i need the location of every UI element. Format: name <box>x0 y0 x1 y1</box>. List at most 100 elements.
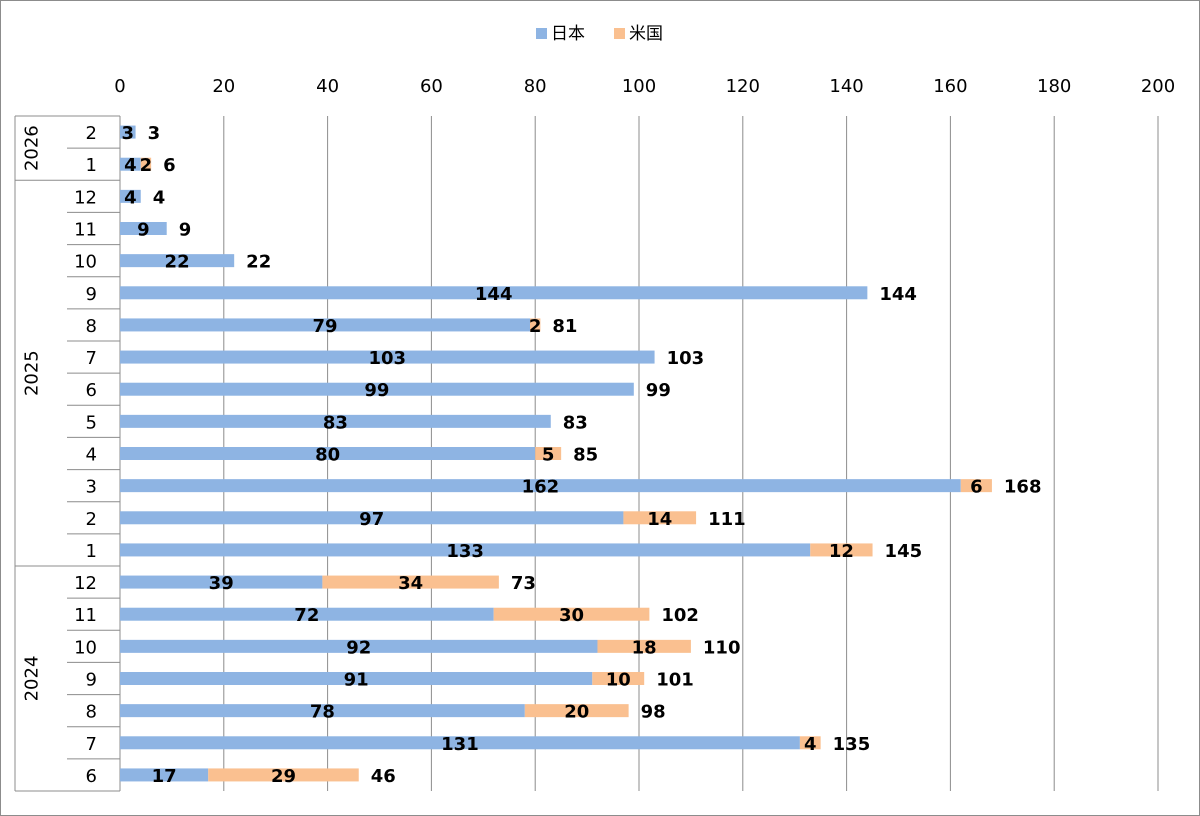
month-label: 9 <box>86 284 97 305</box>
data-label-usa: 30 <box>559 605 584 626</box>
bar-segment-japan <box>120 639 598 653</box>
data-label-total: 145 <box>885 541 923 562</box>
x-tick-label-160: 160 <box>933 76 967 97</box>
data-label-total: 3 <box>148 123 161 144</box>
bar-segment-japan <box>120 575 323 589</box>
x-tick-label-200: 200 <box>1141 76 1175 97</box>
data-label-japan: 39 <box>209 573 234 594</box>
bar-segment-japan <box>120 286 868 300</box>
data-label-usa: 2 <box>529 316 542 337</box>
legend-swatch-0 <box>536 28 547 39</box>
bar-segment-usa <box>530 318 541 332</box>
bar-segment-usa <box>799 736 821 750</box>
data-label-total: 144 <box>879 284 917 305</box>
data-label-japan: 162 <box>522 477 560 498</box>
legend-label-1: 米国 <box>629 24 663 44</box>
x-tick-label-80: 80 <box>524 76 547 97</box>
bar-segment-japan <box>120 607 494 621</box>
data-label-japan: 80 <box>315 445 340 466</box>
legend: 日本 米国 <box>536 24 663 44</box>
month-label: 5 <box>86 412 97 433</box>
data-label-total: 6 <box>163 155 176 176</box>
data-label-usa: 18 <box>632 637 657 658</box>
month-label: 10 <box>74 252 97 273</box>
axes: 0 20 40 60 80 100 120 140 160 180 2002120261211109… <box>14 76 1175 792</box>
month-label: 2 <box>86 123 97 144</box>
month-label: 11 <box>74 605 97 626</box>
bar-segment-japan <box>120 222 167 235</box>
bar-segment-japan <box>120 479 961 493</box>
year-label-2026: 2026 <box>21 125 42 171</box>
x-tick-label-180: 180 <box>1037 76 1071 97</box>
data-label-japan: 99 <box>364 380 389 401</box>
data-label-usa: 2 <box>140 155 153 176</box>
x-tick-label-60: 60 <box>420 76 443 97</box>
data-label-total: 46 <box>371 766 396 787</box>
month-label: 12 <box>74 187 97 208</box>
x-tick-label-120: 120 <box>726 76 760 97</box>
x-tick-label-140: 140 <box>829 76 863 97</box>
data-label-total: 103 <box>667 348 705 369</box>
data-label-total: 102 <box>661 605 699 626</box>
data-label-total: 83 <box>563 412 588 433</box>
year-label-2025: 2025 <box>21 350 42 396</box>
data-label-japan: 133 <box>446 541 484 562</box>
bar-segment-usa <box>322 575 499 589</box>
x-tick-label-100: 100 <box>622 76 656 97</box>
bar-segment-japan <box>120 254 235 268</box>
data-label-usa: 12 <box>829 541 854 562</box>
bar-segment-japan <box>120 768 209 782</box>
bar-segment-usa <box>810 543 873 557</box>
month-label: 6 <box>86 766 97 787</box>
bar-segment-japan <box>120 736 800 750</box>
data-label-total: 111 <box>708 509 746 530</box>
bar-segment-usa <box>208 768 359 782</box>
data-label-usa: 6 <box>970 477 983 498</box>
month-label: 1 <box>86 541 97 562</box>
month-label: 10 <box>74 637 97 658</box>
bar-segment-usa <box>960 479 992 493</box>
bar-segment-japan <box>120 704 525 718</box>
data-label-total: 81 <box>552 316 577 337</box>
bar-segment-usa <box>535 447 562 460</box>
data-label-total: 98 <box>641 702 666 723</box>
bar-segment-usa <box>592 672 645 685</box>
legend-swatch-1 <box>614 28 625 39</box>
month-label: 7 <box>86 348 97 369</box>
data-label-usa: 10 <box>606 670 631 691</box>
data-label-usa: 29 <box>271 766 296 787</box>
bar-segment-usa <box>623 511 697 525</box>
data-label-total: 22 <box>246 252 271 273</box>
data-label-usa: 5 <box>542 445 555 466</box>
data-label-japan: 97 <box>359 509 384 530</box>
bar-segment-usa <box>493 607 650 621</box>
data-label-japan: 4 <box>124 187 137 208</box>
bar-segment-usa <box>597 639 691 653</box>
month-label: 7 <box>86 734 97 755</box>
bar-segment-japan <box>120 189 141 203</box>
data-label-total: 9 <box>179 220 192 241</box>
data-label-japan: 17 <box>152 766 177 787</box>
data-label-usa: 20 <box>564 702 589 723</box>
month-label: 12 <box>74 573 97 594</box>
month-label: 8 <box>86 316 97 337</box>
data-label-usa: 4 <box>804 734 817 755</box>
data-label-japan: 131 <box>441 734 479 755</box>
data-label-japan: 4 <box>124 155 137 176</box>
bar-segment-japan <box>120 511 624 525</box>
month-label: 4 <box>86 445 97 466</box>
bar-segment-japan <box>120 543 811 557</box>
month-label: 3 <box>86 477 97 498</box>
data-label-japan: 3 <box>122 123 135 144</box>
bar-segment-usa <box>140 157 152 171</box>
data-label-total: 73 <box>511 573 536 594</box>
bar-segment-japan <box>120 125 136 139</box>
bars <box>120 125 992 782</box>
data-label-total: 101 <box>656 670 694 691</box>
bar-segment-japan <box>120 157 141 171</box>
data-label-total: 99 <box>646 380 671 401</box>
data-label-japan: 9 <box>137 220 150 241</box>
data-label-japan: 22 <box>165 252 190 273</box>
bar-segment-japan <box>120 414 551 428</box>
